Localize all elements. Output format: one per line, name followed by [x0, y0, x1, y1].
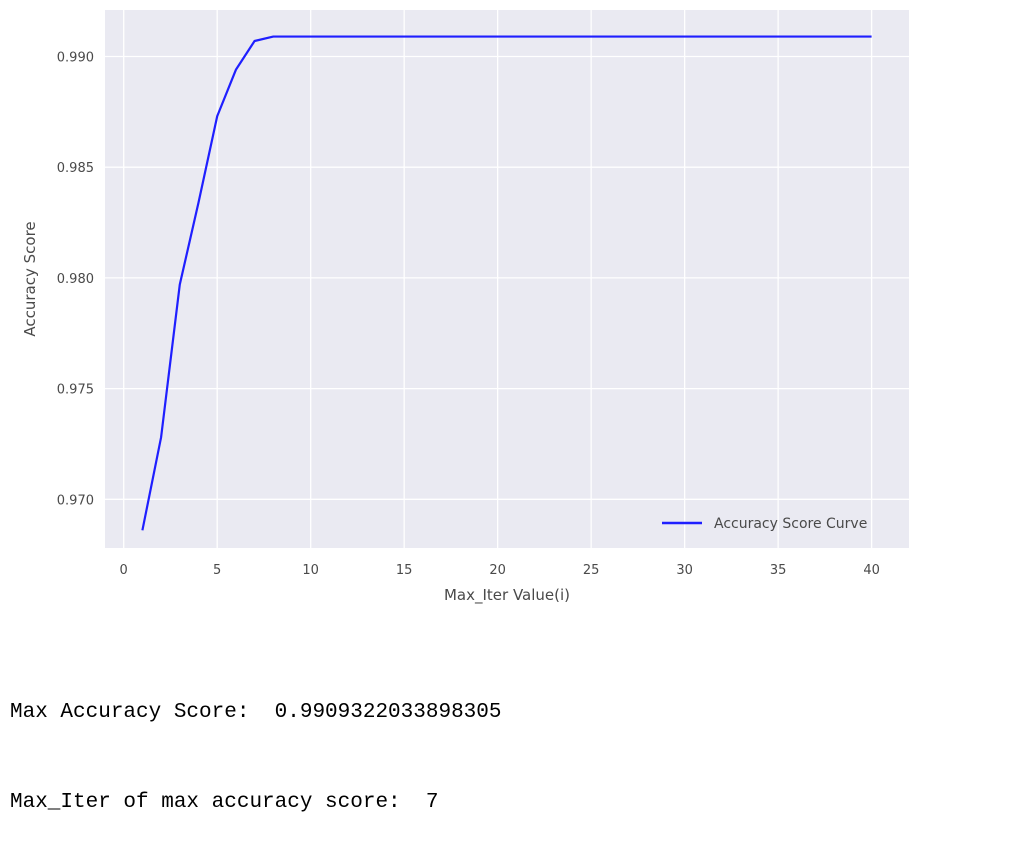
legend-label: Accuracy Score Curve [714, 516, 867, 532]
legend: Accuracy Score Curve [662, 516, 867, 532]
plot-area [105, 10, 909, 548]
x-axis-label: Max_Iter Value(i) [444, 586, 570, 605]
series-line [141, 35, 872, 531]
y-axis-label: Accuracy Score [21, 221, 39, 336]
y-tick-labels: 0.970 0.975 0.980 0.985 0.990 [57, 50, 94, 508]
series-group [141, 35, 872, 531]
y-tick-label: 0.980 [57, 272, 94, 287]
x-tick-label: 15 [396, 563, 413, 578]
gridlines [105, 10, 909, 548]
max-iter-output-line: Max_Iter of max accuracy score: 7 [10, 791, 439, 814]
y-tick-label: 0.985 [57, 161, 94, 176]
accuracy-line-chart: 0 5 10 15 20 25 30 35 40 0.9700.9750.9800.9850.9… [21, 10, 909, 605]
x-tick-label: 20 [489, 563, 506, 578]
x-tick-label: 30 [676, 563, 693, 578]
x-tick-label: 5 [213, 563, 221, 578]
y-tick-label: 0.970 [57, 493, 94, 508]
x-tick-label: 0 [120, 563, 128, 578]
x-tick-label: 35 [770, 563, 787, 578]
max-accuracy-output-line: Max Accuracy Score: 0.9909322033898305 [10, 701, 502, 724]
x-tick-label: 10 [302, 563, 319, 578]
x-tick-label: 25 [583, 563, 600, 578]
x-tick-labels: 0 5 10 15 20 25 30 35 40 [120, 563, 880, 578]
y-tick-label: 0.990 [57, 50, 94, 65]
y-tick-label: 0.975 [57, 383, 94, 398]
x-tick-label: 40 [863, 563, 880, 578]
notebook-output: Max Accuracy Score: 0.9909322033898305 M… [10, 638, 501, 848]
